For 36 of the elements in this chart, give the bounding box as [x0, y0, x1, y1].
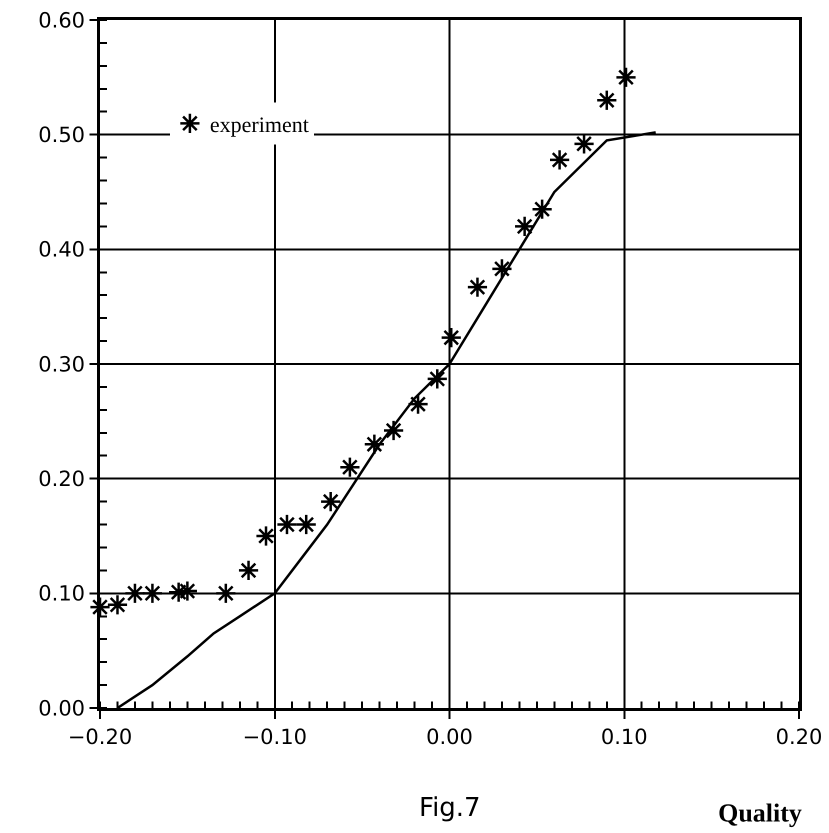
point — [531, 198, 553, 220]
point — [142, 582, 164, 604]
point — [106, 594, 128, 616]
point — [276, 514, 298, 536]
x-tick-label: −0.10 — [242, 724, 307, 749]
point — [382, 420, 404, 442]
point — [615, 66, 637, 88]
point — [295, 514, 318, 536]
point — [596, 89, 618, 112]
point — [466, 276, 488, 298]
x-tick-label: 0.00 — [426, 724, 473, 749]
point — [364, 433, 386, 456]
x-axis-title: Quality — [718, 798, 802, 828]
point — [491, 258, 513, 280]
point — [124, 582, 146, 604]
y-tick-label: 0.20 — [38, 467, 86, 492]
point — [548, 149, 570, 171]
y-tick-label: 0.10 — [38, 582, 86, 606]
point — [320, 490, 342, 512]
y-tick-label: 0.30 — [38, 352, 86, 376]
point — [238, 560, 260, 582]
point — [514, 216, 536, 238]
legend-label: experiment — [210, 112, 309, 137]
y-tick-label: 0.40 — [38, 238, 86, 262]
point — [339, 456, 361, 478]
point — [407, 393, 429, 415]
caption: Fig.7 — [419, 793, 481, 823]
point — [440, 326, 462, 348]
x-tick-label: −0.20 — [68, 724, 132, 749]
y-tick-label: 0.00 — [38, 696, 86, 720]
y-tick-label: 0.60 — [38, 8, 86, 32]
y-tick-label: 0.50 — [38, 123, 86, 148]
x-tick-label: 0.10 — [600, 724, 648, 749]
x-tick-label: 0.20 — [776, 724, 822, 749]
point — [214, 582, 237, 604]
point — [426, 368, 448, 390]
